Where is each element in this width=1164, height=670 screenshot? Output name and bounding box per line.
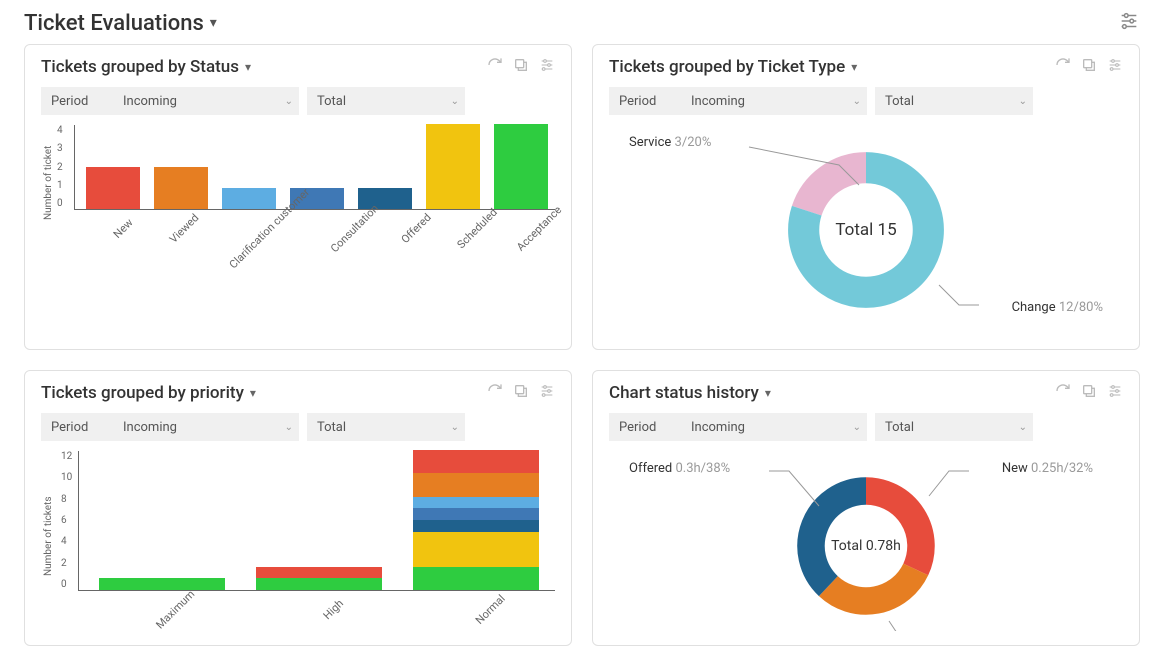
page-title-dropdown[interactable]: Ticket Evaluations ▾	[24, 11, 217, 36]
donut-label-value: 3/20%	[675, 135, 712, 150]
chevron-down-icon: ⌄	[1019, 96, 1027, 107]
filter-period-label: Period	[41, 413, 113, 441]
chevron-down-icon: ⌄	[285, 96, 293, 107]
donut-label-service: Service 3/20%	[629, 135, 711, 150]
y-axis-label: Number of tickets	[41, 451, 56, 622]
donut-label-new: New 0.25h/32%	[1002, 461, 1093, 476]
filter-icon[interactable]	[539, 57, 555, 77]
donut-label-value: 0.3h/38%	[675, 461, 730, 476]
card-priority: Tickets grouped by priority ▾ Period Inc…	[24, 370, 572, 646]
filter-icon[interactable]	[539, 383, 555, 403]
chevron-down-icon: ⌄	[853, 96, 861, 107]
card-type: Tickets grouped by Ticket Type ▾ Period …	[592, 44, 1140, 350]
card-priority-title-dropdown[interactable]: Tickets grouped by priority ▾	[41, 383, 256, 403]
filter-incoming-select[interactable]: Incoming ⌄	[681, 413, 867, 441]
filter-period-label: Period	[609, 413, 681, 441]
chevron-down-icon: ⌄	[285, 422, 293, 433]
filter-total-select[interactable]: Total ⌄	[307, 413, 465, 441]
card-type-title: Tickets grouped by Ticket Type	[609, 57, 845, 77]
filter-incoming-value: Incoming	[691, 420, 745, 435]
filter-total-value: Total	[317, 420, 346, 435]
chevron-down-icon: ▾	[210, 15, 217, 31]
card-history-title-dropdown[interactable]: Chart status history ▾	[609, 383, 771, 403]
export-icon[interactable]	[1081, 57, 1097, 77]
refresh-icon[interactable]	[487, 57, 503, 77]
chevron-down-icon: ⌄	[853, 422, 861, 433]
donut-label-value: 12/80%	[1059, 300, 1103, 315]
priority-bar-chart: Number of tickets 024681012 MaximumHighN…	[41, 451, 555, 622]
filter-icon[interactable]	[1107, 57, 1123, 77]
filter-incoming-select[interactable]: Incoming ⌄	[113, 413, 299, 441]
card-history: Chart status history ▾ Period Incoming ⌄…	[592, 370, 1140, 646]
card-status-title: Tickets grouped by Status	[41, 57, 239, 77]
filter-incoming-value: Incoming	[123, 420, 177, 435]
card-priority-title: Tickets grouped by priority	[41, 383, 244, 403]
filter-total-select[interactable]: Total ⌄	[307, 87, 465, 115]
chevron-down-icon: ▾	[851, 60, 857, 74]
refresh-icon[interactable]	[487, 383, 503, 403]
chevron-down-icon: ⌄	[1019, 422, 1027, 433]
card-history-title: Chart status history	[609, 383, 759, 403]
chevron-down-icon: ⌄	[451, 422, 459, 433]
donut-label-text: Offered	[629, 461, 672, 476]
filter-total-value: Total	[885, 94, 914, 109]
page-title-text: Ticket Evaluations	[24, 11, 204, 36]
export-icon[interactable]	[513, 383, 529, 403]
filter-incoming-value: Incoming	[123, 94, 177, 109]
donut-label-text: Service	[629, 135, 671, 150]
card-type-title-dropdown[interactable]: Tickets grouped by Ticket Type ▾	[609, 57, 857, 77]
filter-incoming-value: Incoming	[691, 94, 745, 109]
filter-period-label: Period	[41, 87, 113, 115]
chevron-down-icon: ▾	[250, 386, 256, 400]
donut-label-change: Change 12/80%	[1012, 300, 1103, 315]
type-donut-chart: Total 15 Service 3/20% Change 12/80%	[609, 125, 1123, 335]
filter-total-value: Total	[317, 94, 346, 109]
filter-incoming-select[interactable]: Incoming ⌄	[681, 87, 867, 115]
history-donut-chart: Total 0.78h New 0.25h/32% Offered 0.3h/3…	[609, 461, 1123, 631]
filter-icon[interactable]	[1107, 383, 1123, 403]
export-icon[interactable]	[513, 57, 529, 77]
donut-label-text: New	[1002, 461, 1028, 476]
filter-total-select[interactable]: Total ⌄	[875, 87, 1033, 115]
donut-label-text: Change	[1012, 300, 1056, 315]
filter-total-value: Total	[885, 420, 914, 435]
card-status: Tickets grouped by Status ▾ Period Incom…	[24, 44, 572, 350]
refresh-icon[interactable]	[1055, 383, 1071, 403]
chevron-down-icon: ▾	[765, 386, 771, 400]
chevron-down-icon: ▾	[245, 60, 251, 74]
chevron-down-icon: ⌄	[451, 96, 459, 107]
export-icon[interactable]	[1081, 383, 1097, 403]
filter-total-select[interactable]: Total ⌄	[875, 413, 1033, 441]
card-status-title-dropdown[interactable]: Tickets grouped by Status ▾	[41, 57, 251, 77]
donut-label-offered: Offered 0.3h/38%	[629, 461, 730, 476]
filter-incoming-select[interactable]: Incoming ⌄	[113, 87, 299, 115]
y-axis-label: Number of ticket	[41, 125, 56, 241]
settings-icon[interactable]	[1118, 10, 1140, 36]
refresh-icon[interactable]	[1055, 57, 1071, 77]
status-bar-chart: Number of ticket 01234 NewViewedClarific…	[41, 125, 555, 241]
donut-label-value: 0.25h/32%	[1031, 461, 1093, 476]
filter-period-label: Period	[609, 87, 681, 115]
